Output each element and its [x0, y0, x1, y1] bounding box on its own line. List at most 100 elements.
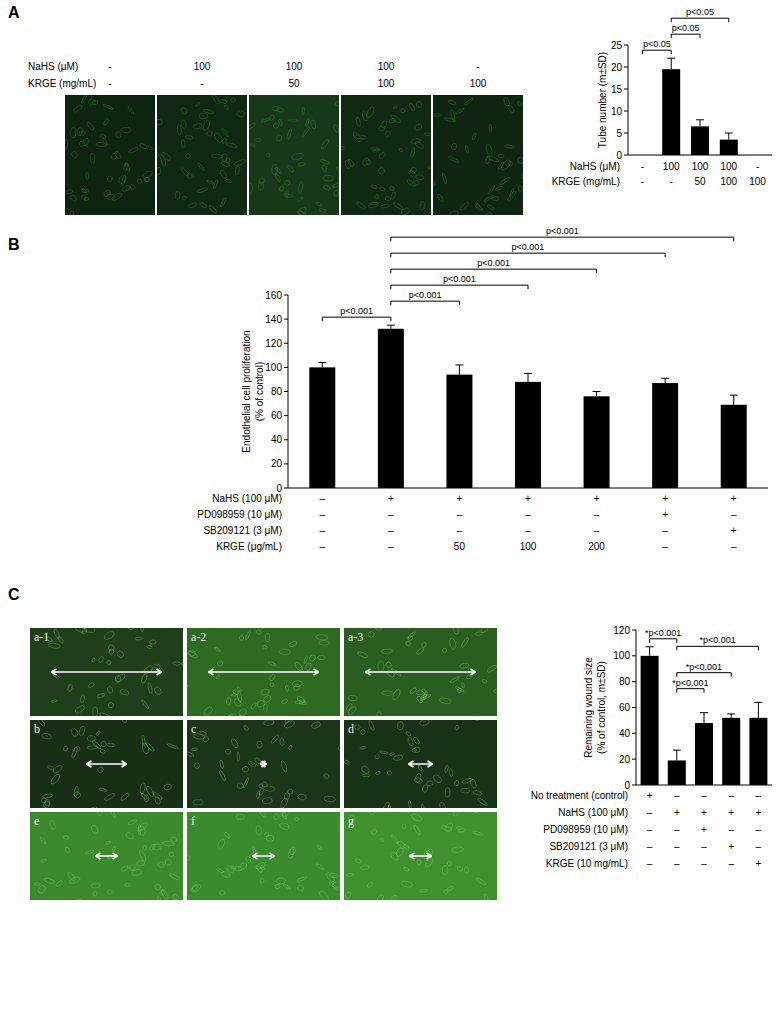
cell	[96, 766, 104, 774]
cell	[141, 699, 149, 709]
cell	[185, 153, 191, 159]
error-bar	[727, 714, 735, 718]
cell	[256, 791, 260, 799]
error-cap	[455, 364, 463, 365]
row-value: –	[662, 525, 668, 536]
arrow-head	[471, 669, 476, 675]
cell	[414, 777, 423, 784]
error-cap	[524, 373, 532, 374]
error-bar	[455, 365, 463, 375]
row-value: 100	[194, 61, 211, 72]
micrograph	[65, 95, 155, 215]
cell	[276, 877, 285, 884]
cell	[163, 784, 171, 791]
cell	[237, 752, 239, 762]
cell	[344, 891, 352, 899]
row-value: +	[701, 824, 707, 835]
cell	[234, 159, 247, 167]
arrow-shaft	[253, 855, 275, 857]
cell	[284, 180, 291, 187]
cell	[449, 210, 459, 215]
cell	[217, 660, 224, 667]
cell	[352, 131, 363, 143]
cell	[487, 204, 495, 210]
cell	[384, 130, 391, 137]
cell	[405, 731, 411, 737]
cell	[96, 693, 105, 699]
cell	[169, 873, 180, 881]
cell	[175, 191, 180, 199]
y-tick	[632, 707, 636, 708]
cell	[177, 124, 182, 136]
cell	[173, 662, 181, 666]
error-cap	[646, 646, 654, 647]
cell	[453, 812, 462, 817]
cell	[99, 712, 111, 716]
image-C-7	[181, 771, 341, 926]
cell	[245, 630, 251, 640]
significance-bracket	[677, 646, 759, 650]
row-value: +	[662, 493, 668, 504]
row-label: No treatment (control)	[531, 790, 628, 801]
cell	[401, 880, 413, 887]
cell	[87, 682, 95, 689]
cell	[69, 194, 78, 203]
cell	[360, 746, 366, 749]
row-label: SB209121 (3 μM)	[203, 525, 282, 536]
cell	[226, 713, 236, 716]
image-label: g	[348, 814, 354, 828]
cell	[379, 186, 386, 191]
chart-C: C020406080100120Remaining wound size(% o…	[8, 586, 772, 869]
error-cap	[754, 702, 762, 703]
y-tick-label: 40	[619, 728, 631, 739]
cell	[389, 851, 399, 862]
arrow-head	[253, 853, 258, 859]
significance-label: *p<0.001	[672, 678, 708, 688]
cell	[416, 174, 424, 180]
cell	[250, 702, 257, 710]
row-value: 100	[749, 176, 766, 187]
cell	[270, 682, 274, 686]
cell	[388, 117, 397, 124]
image-C-6	[30, 787, 183, 940]
cell	[50, 773, 62, 785]
cell	[268, 900, 276, 901]
cell	[445, 788, 450, 797]
significance-bracket	[391, 301, 460, 305]
arrow-head	[209, 669, 214, 675]
cell	[256, 629, 262, 635]
cell	[108, 648, 115, 655]
cell	[449, 769, 453, 777]
cell	[441, 825, 452, 832]
significance-label: *p<0.001	[645, 628, 681, 638]
cell	[159, 154, 167, 166]
image-label: a-2	[191, 630, 206, 644]
row-value: +	[728, 807, 734, 818]
row-value: –	[674, 841, 680, 852]
cell	[503, 97, 511, 107]
cell	[446, 886, 454, 892]
cell	[376, 894, 385, 900]
cell	[231, 866, 236, 869]
cell	[354, 724, 360, 730]
image-C-8	[344, 775, 497, 938]
cell	[436, 193, 444, 202]
cell	[147, 145, 152, 150]
cell	[302, 126, 310, 137]
micrograph	[344, 628, 497, 716]
cell	[220, 99, 227, 104]
row-value: +	[525, 493, 531, 504]
cell	[379, 751, 388, 755]
cell	[444, 117, 456, 123]
cell	[162, 841, 174, 846]
cell	[211, 95, 220, 105]
cell	[90, 153, 95, 163]
cell	[219, 169, 228, 179]
y-tick	[284, 367, 288, 368]
cell	[288, 641, 297, 648]
error-line	[665, 378, 666, 383]
cell	[258, 182, 264, 191]
cell	[442, 865, 447, 874]
cell	[393, 754, 403, 761]
significance-label: p<0.05	[672, 23, 700, 33]
